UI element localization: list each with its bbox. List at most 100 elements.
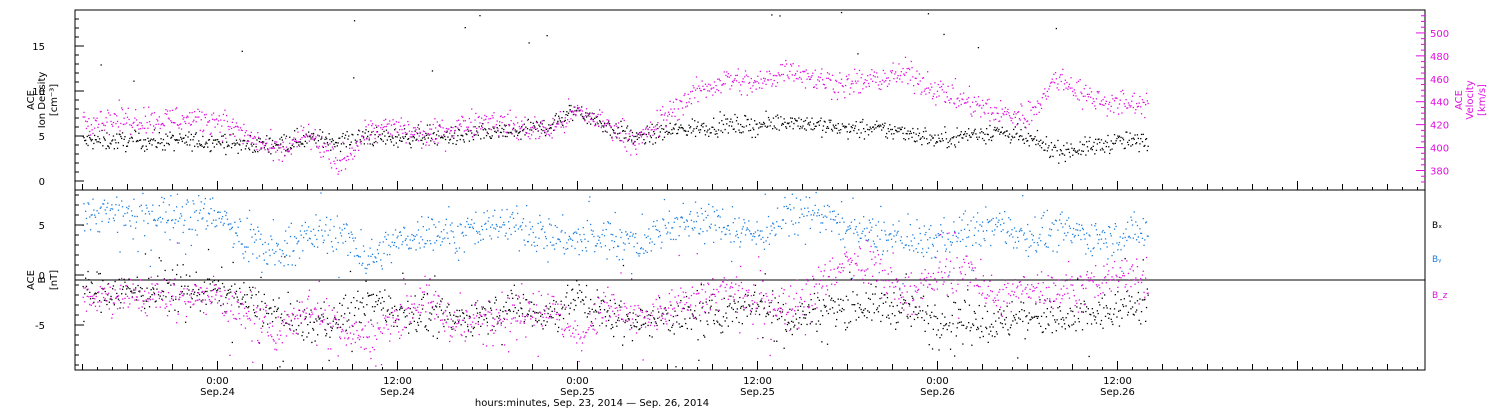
data-point-bx xyxy=(693,317,695,319)
data-point-by xyxy=(229,228,231,231)
data-point-bx xyxy=(1040,315,1043,317)
data-point-by xyxy=(594,245,597,247)
data-point-bx xyxy=(647,324,649,327)
data-point-by xyxy=(610,233,612,235)
data-point-by xyxy=(114,214,116,216)
data-point-bx xyxy=(712,293,714,295)
data-point-density xyxy=(764,125,766,127)
data-point-bx xyxy=(750,311,752,313)
data-point-by xyxy=(532,231,534,234)
data-point-density xyxy=(1122,139,1125,141)
data-point-velocity xyxy=(82,116,84,118)
data-point-by xyxy=(260,233,262,235)
data-point-velocity xyxy=(251,142,253,144)
data-point-density xyxy=(435,134,438,136)
data-point-density xyxy=(852,124,854,126)
data-point-density xyxy=(485,129,487,131)
data-point-density xyxy=(462,135,464,137)
data-point-velocity xyxy=(836,80,838,83)
data-point-density xyxy=(1144,144,1146,147)
data-point-velocity xyxy=(1018,111,1020,113)
data-point-velocity xyxy=(372,130,374,133)
data-point-density xyxy=(689,127,691,129)
data-point-velocity xyxy=(940,85,943,88)
data-point-velocity xyxy=(1134,112,1136,114)
data-point-by xyxy=(294,236,296,238)
data-point-velocity xyxy=(702,85,704,87)
data-point-velocity xyxy=(113,113,115,115)
data-point-bx xyxy=(90,281,92,283)
data-point-bx xyxy=(734,302,736,304)
data-point-density xyxy=(255,146,257,148)
data-point-velocity xyxy=(485,118,487,120)
data-point-density xyxy=(917,135,920,137)
data-point-velocity xyxy=(153,125,155,127)
data-point-by xyxy=(663,198,666,201)
data-point-velocity xyxy=(872,80,874,82)
data-point-density xyxy=(249,134,252,137)
data-point-bx xyxy=(766,312,768,315)
data-point-density xyxy=(964,131,966,133)
data-point-bx xyxy=(182,264,184,266)
data-point-density xyxy=(1097,138,1099,141)
data-point-velocity xyxy=(281,160,283,162)
data-point-by xyxy=(525,225,527,227)
data-point-bx xyxy=(1097,312,1099,315)
data-point-bx xyxy=(235,290,238,292)
data-point-velocity xyxy=(369,134,371,136)
data-point-density xyxy=(114,139,116,141)
data-point-density xyxy=(112,139,114,141)
data-point-density xyxy=(786,122,789,124)
data-point-by xyxy=(691,227,693,229)
data-point-density xyxy=(554,115,556,117)
data-point-by xyxy=(929,237,931,239)
data-point-density xyxy=(761,126,763,128)
data-point-bx xyxy=(810,299,812,301)
data-point-density xyxy=(973,130,975,132)
data-point-bx xyxy=(957,322,959,324)
data-point-density xyxy=(990,136,992,139)
data-point-by xyxy=(907,213,909,215)
data-point-bx xyxy=(1018,317,1020,319)
data-point-density xyxy=(862,118,864,121)
data-point-by xyxy=(661,241,663,243)
data-point-by xyxy=(913,237,916,239)
data-point-density xyxy=(522,129,525,131)
data-point-by xyxy=(121,200,123,202)
data-point-density xyxy=(597,123,599,125)
data-point-density xyxy=(325,136,327,138)
data-point-velocity xyxy=(545,133,547,135)
data-point-by xyxy=(939,233,941,236)
data-point-velocity xyxy=(629,130,631,133)
data-point-velocity xyxy=(438,124,440,127)
data-point-density xyxy=(456,140,458,142)
data-point-bx xyxy=(266,312,268,314)
data-point-velocity xyxy=(456,120,458,122)
data-point-velocity xyxy=(945,101,947,103)
data-point-density xyxy=(506,135,508,138)
data-point-velocity xyxy=(1027,100,1030,102)
data-point-bx xyxy=(347,307,349,309)
data-point-bx xyxy=(116,292,118,295)
data-point-bx xyxy=(529,301,531,303)
data-point-bx xyxy=(130,290,132,292)
data-point-density xyxy=(485,135,488,137)
data-point-density xyxy=(1104,140,1107,142)
data-point-by xyxy=(746,227,748,229)
data-point-density xyxy=(558,115,560,117)
data-point-density xyxy=(657,127,659,130)
data-point-density xyxy=(219,142,221,145)
data-point-bx xyxy=(822,315,824,317)
data-point-density xyxy=(663,136,666,138)
data-point-bx xyxy=(521,308,523,310)
data-point-by xyxy=(200,201,202,203)
data-point-bx xyxy=(853,304,855,306)
data-point-velocity xyxy=(166,113,168,115)
data-point-by xyxy=(977,212,979,214)
data-point-by xyxy=(844,246,846,248)
data-point-velocity xyxy=(162,122,164,125)
data-point-bx xyxy=(722,316,725,318)
data-point-bx xyxy=(862,312,864,314)
data-point-by xyxy=(171,219,174,221)
data-point-by xyxy=(927,247,930,249)
